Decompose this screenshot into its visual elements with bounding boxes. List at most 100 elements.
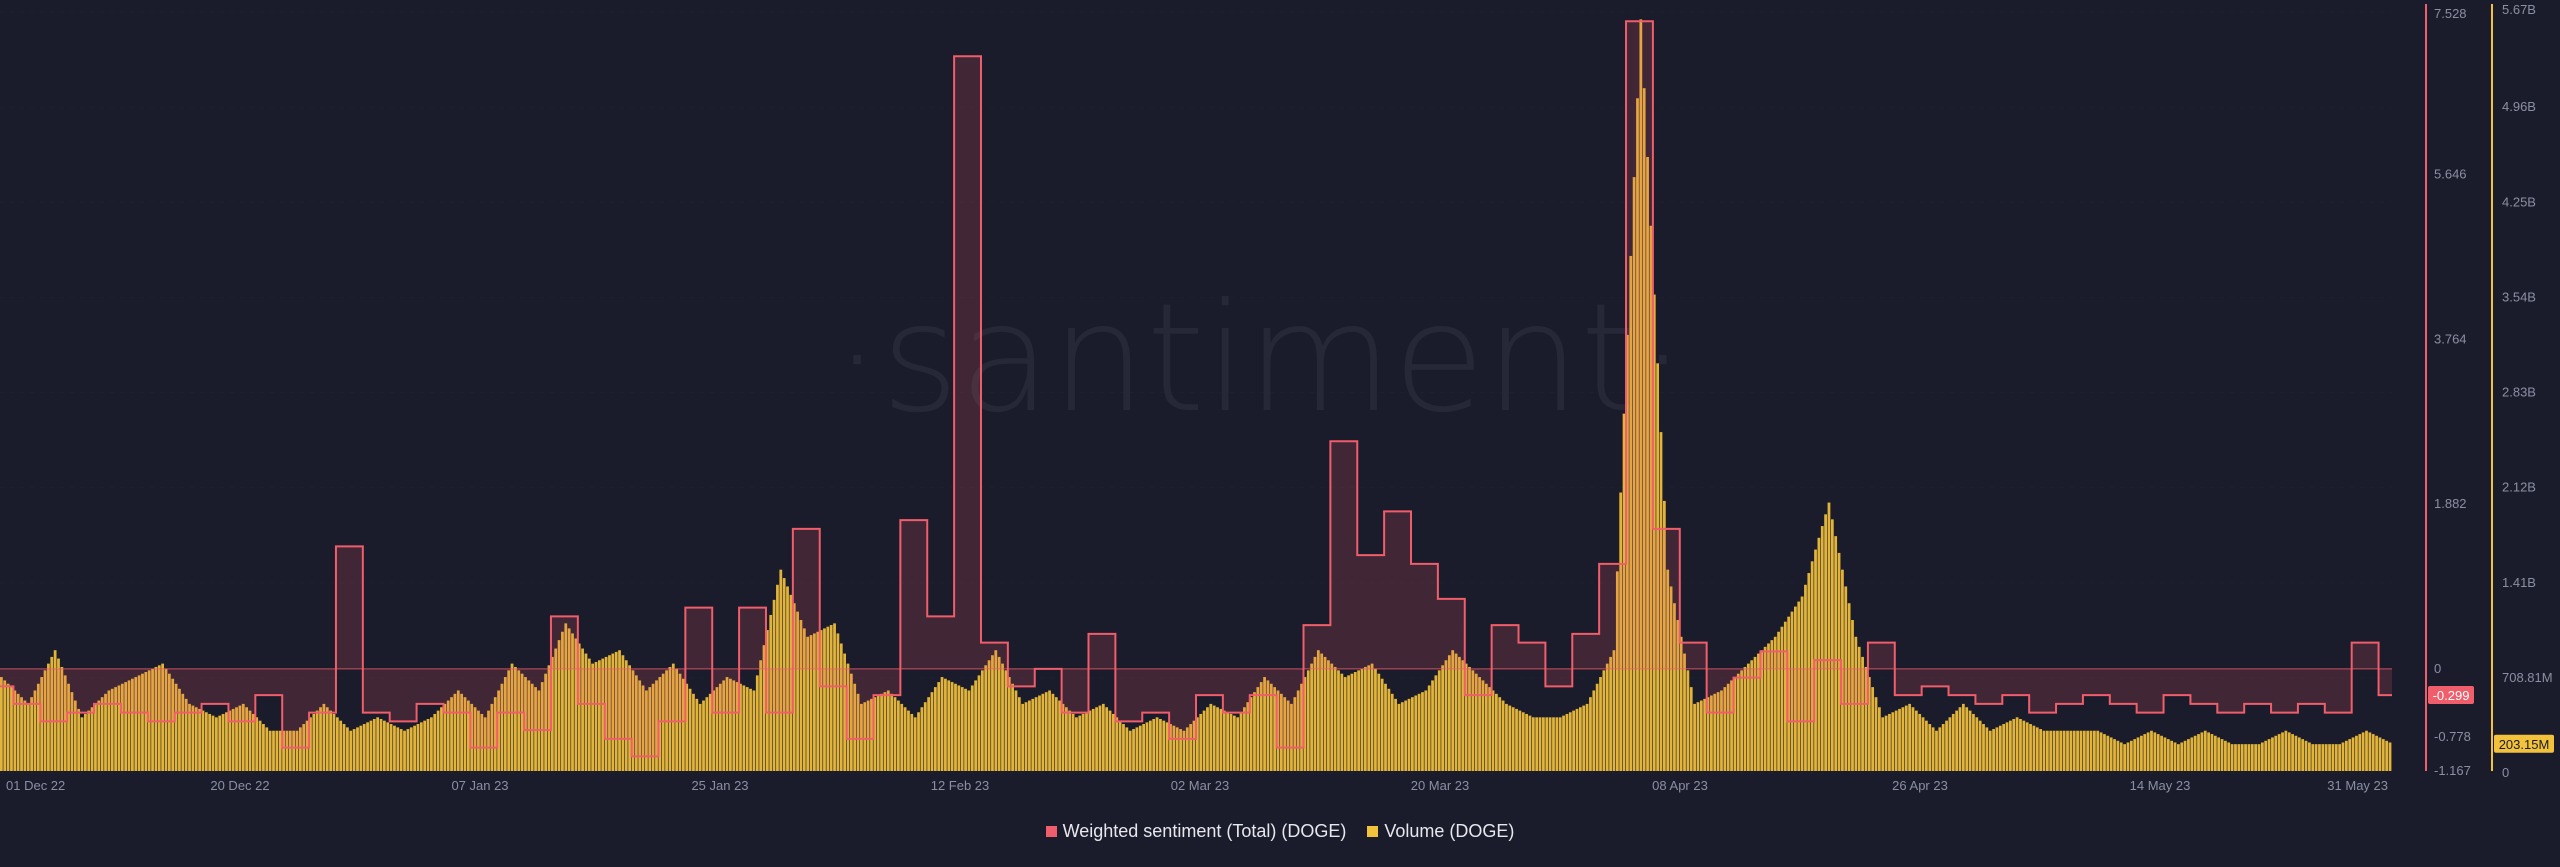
volume-bar bbox=[127, 680, 131, 771]
volume-bar bbox=[399, 729, 403, 771]
volume-bar bbox=[1599, 677, 1602, 771]
volume-bar bbox=[406, 729, 410, 771]
legend: Weighted sentiment (Total) (DOGE) Volume… bbox=[0, 821, 2560, 842]
volume-bar bbox=[1411, 697, 1414, 771]
volume-bar bbox=[379, 718, 383, 771]
volume-bar bbox=[631, 670, 635, 771]
volume-bar bbox=[1236, 717, 1240, 771]
volume-bar bbox=[1232, 715, 1236, 771]
volume-bar bbox=[1434, 675, 1438, 771]
volume-bar bbox=[1770, 640, 1774, 771]
volume-bar bbox=[2207, 732, 2210, 771]
volume-bar bbox=[1750, 660, 1754, 771]
volume-bar bbox=[1639, 19, 1643, 771]
volume-bar bbox=[1686, 670, 1690, 771]
volume-bar bbox=[1414, 695, 1418, 771]
volume-bar bbox=[1135, 727, 1139, 771]
volume-bar bbox=[110, 688, 114, 771]
volume-bar bbox=[1656, 363, 1660, 771]
volume-bar bbox=[806, 636, 810, 771]
volume-bar bbox=[503, 677, 507, 771]
volume-bar bbox=[376, 717, 380, 771]
volume-tick-label: 4.96B bbox=[2502, 99, 2536, 114]
volume-bar bbox=[1286, 700, 1290, 771]
volume-bar bbox=[1948, 717, 1952, 771]
volume-bar bbox=[621, 655, 625, 771]
volume-bar bbox=[1189, 724, 1193, 771]
volume-bar bbox=[782, 578, 786, 771]
volume-bar bbox=[1484, 683, 1488, 771]
volume-bar bbox=[285, 730, 289, 771]
volume-bar bbox=[745, 687, 749, 771]
volume-bar bbox=[2328, 744, 2331, 771]
volume-bar bbox=[1736, 673, 1740, 771]
volume-bar bbox=[1538, 717, 1542, 771]
volume-bar bbox=[2260, 742, 2264, 771]
volume-bar bbox=[1380, 678, 1384, 771]
volume-bar bbox=[1659, 432, 1663, 771]
volume-bar bbox=[2250, 744, 2254, 771]
volume-bar bbox=[1773, 636, 1777, 771]
volume-bar bbox=[1622, 413, 1626, 771]
volume-bar bbox=[178, 688, 181, 771]
volume-bar bbox=[450, 697, 453, 771]
volume-bar bbox=[2076, 730, 2079, 771]
volume-bar bbox=[1138, 725, 1142, 771]
volume-bar bbox=[40, 677, 44, 771]
volume-bar bbox=[510, 663, 514, 771]
volume-bar bbox=[611, 653, 615, 771]
volume-bar bbox=[2375, 735, 2378, 771]
volume-bar bbox=[1689, 687, 1693, 771]
volume-bar bbox=[903, 707, 907, 771]
volume-bar bbox=[688, 688, 692, 771]
volume-bar bbox=[1122, 724, 1125, 771]
volume-bar bbox=[2126, 742, 2130, 771]
volume-bar bbox=[1515, 708, 1518, 771]
volume-bar bbox=[1091, 708, 1095, 771]
volume-bar bbox=[1642, 88, 1646, 771]
volume-bar bbox=[833, 623, 836, 771]
volume-bar bbox=[561, 631, 564, 771]
volume-bar bbox=[1390, 693, 1394, 771]
volume-bar bbox=[2143, 734, 2147, 771]
volume-bar bbox=[1108, 710, 1112, 771]
volume-bar bbox=[577, 643, 581, 771]
volume-bar bbox=[1595, 683, 1599, 771]
volume-bar bbox=[1884, 715, 1888, 771]
volume-bar bbox=[1269, 683, 1273, 771]
volume-bar bbox=[960, 687, 964, 771]
volume-bar bbox=[1246, 702, 1250, 771]
volume-bar bbox=[1548, 717, 1552, 771]
volume-bar bbox=[2344, 740, 2348, 771]
volume-bar bbox=[171, 678, 175, 771]
volume-bar bbox=[1542, 717, 1545, 771]
volume-bar bbox=[2183, 740, 2187, 771]
legend-item-volume[interactable]: Volume (DOGE) bbox=[1367, 821, 1514, 842]
x-tick-label: 02 Mar 23 bbox=[1171, 778, 1230, 793]
volume-bar bbox=[813, 633, 816, 771]
volume-bar bbox=[2355, 735, 2358, 771]
volume-bar bbox=[33, 690, 37, 771]
volume-bar bbox=[2042, 730, 2046, 771]
volume-bar bbox=[2103, 734, 2106, 771]
volume-bar bbox=[1461, 660, 1465, 771]
volume-bar bbox=[1847, 603, 1851, 771]
volume-bar bbox=[718, 683, 722, 771]
volume-bar bbox=[980, 670, 984, 771]
volume-bar bbox=[188, 703, 191, 771]
volume-bar bbox=[356, 727, 359, 771]
volume-bar bbox=[16, 693, 20, 771]
legend-item-sentiment[interactable]: Weighted sentiment (Total) (DOGE) bbox=[1045, 821, 1346, 842]
volume-bar bbox=[2304, 740, 2308, 771]
volume-bar bbox=[2072, 730, 2076, 771]
volume-bar bbox=[2069, 730, 2073, 771]
volume-bar bbox=[1925, 720, 1928, 771]
volume-bar bbox=[1562, 715, 1565, 771]
volume-bar bbox=[1696, 702, 1700, 771]
volume-bar bbox=[2341, 742, 2345, 771]
volume-bar bbox=[618, 650, 621, 771]
volume-bar bbox=[2274, 735, 2278, 771]
volume-bar bbox=[789, 594, 793, 771]
volume-bar bbox=[1451, 650, 1455, 771]
volume-bar bbox=[779, 569, 783, 771]
